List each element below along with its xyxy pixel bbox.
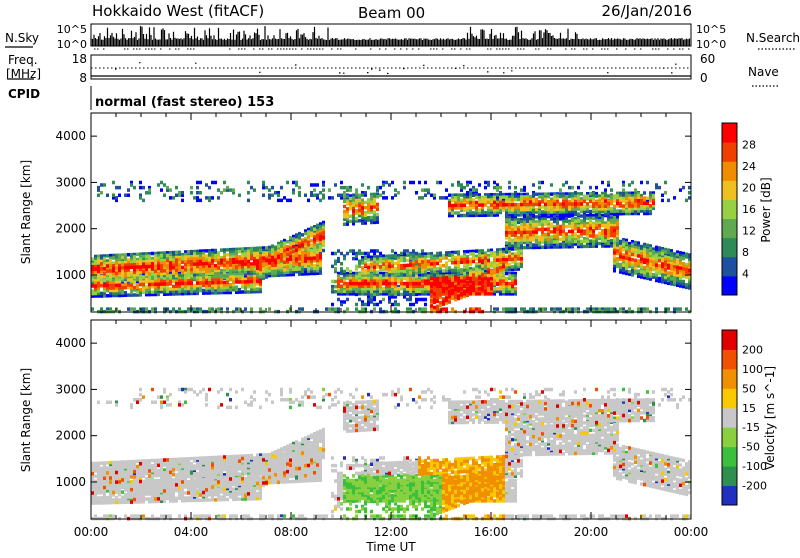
power-colorbar: 28 24 20 16 12 8 4 Power [dB] <box>721 122 773 296</box>
velocity-colorbar-swatch <box>722 388 737 409</box>
velocity-colorbar-swatch <box>722 407 737 428</box>
time-tick-label: 00:00 <box>74 525 109 539</box>
velocity-panel: 4000 3000 2000 1000 00:00 04:00 08:00 12:00 16:0… <box>19 319 709 554</box>
velocity-cells-5 <box>109 390 688 521</box>
nsky-label: N.Sky <box>5 31 39 45</box>
power-colorbar-swatch <box>722 275 737 296</box>
velocity-colorbar-tick: 15 <box>742 402 756 415</box>
freq-label: Freq. <box>8 53 38 67</box>
range-tick-label: 3000 <box>55 382 86 396</box>
range-tick-label: 2000 <box>55 429 86 443</box>
velocity-colorbar-swatch <box>722 368 737 389</box>
beam-label: Beam 00 <box>358 4 425 22</box>
range-tick-label: 4000 <box>55 129 86 143</box>
time-tick-label: 20:00 <box>574 525 609 539</box>
cpid-label: CPID <box>8 87 40 101</box>
velocity-colorbar-swatch <box>722 485 737 506</box>
power-ylabel: Slant Range [km] <box>19 160 33 264</box>
velocity-ylabel: Slant Range [km] <box>19 368 33 472</box>
velocity-colorbar-tick: -15 <box>742 421 760 434</box>
range-tick-label: 4000 <box>55 336 86 350</box>
velocity-colorbar-tick: 100 <box>742 363 763 376</box>
nave-series <box>115 62 677 75</box>
power-colorbar-swatch <box>722 161 737 181</box>
power-colorbar-label: Power [dB] <box>759 177 773 242</box>
power-panel: 4000 3000 2000 1000 Slant Range [km] <box>19 112 692 314</box>
velocity-colorbar-tick: -100 <box>742 460 767 473</box>
noise-right-tick-bottom: 10^0 <box>696 38 726 51</box>
power-colorbar-tick: 28 <box>742 139 756 152</box>
plot-title: Hokkaido West (fitACF) <box>92 2 264 20</box>
date-label: 26/Jan/2016 <box>602 2 693 20</box>
range-tick-label: 2000 <box>55 222 86 236</box>
power-colorbar-swatch <box>722 237 737 258</box>
velocity-colorbar-swatch <box>722 349 737 370</box>
noise-left-tick-top: 10^5 <box>57 23 87 36</box>
nave-tick-bottom: 0 <box>700 71 708 85</box>
velocity-colorbar-swatch <box>722 466 737 487</box>
range-tick-label: 1000 <box>55 475 86 489</box>
velocity-colorbar-tick: 50 <box>742 382 756 395</box>
velocity-cells-4 <box>91 387 691 521</box>
power-cells-1 <box>91 180 691 314</box>
range-tick-label: 1000 <box>55 268 86 282</box>
power-colorbar-swatch <box>722 199 737 220</box>
power-colorbar-tick: 12 <box>742 225 756 238</box>
time-tick-label: 00:00 <box>674 525 709 539</box>
time-xlabel: Time UT <box>365 540 416 554</box>
velocity-colorbar-label: Velocity [m s^-1] <box>763 366 777 470</box>
power-colorbar-tick: 16 <box>742 203 756 216</box>
time-tick-label: 04:00 <box>174 525 209 539</box>
power-colorbar-swatch <box>722 218 737 239</box>
power-colorbar-tick: 24 <box>742 160 756 173</box>
power-cells-4 <box>91 193 691 296</box>
velocity-colorbar-tick: -50 <box>742 441 760 454</box>
velocity-colorbar-swatch <box>722 446 737 467</box>
nave-tick-top: 60 <box>700 52 715 66</box>
noise-sky-series <box>90 26 691 46</box>
power-colorbar-swatch <box>722 180 737 200</box>
time-tick-label: 16:00 <box>474 525 509 539</box>
noise-left-tick-bottom: 10^0 <box>57 38 87 51</box>
time-tick-label: 08:00 <box>274 525 309 539</box>
freq-tick-top: 18 <box>72 52 87 66</box>
velocity-colorbar-tick: -200 <box>742 480 767 493</box>
power-colorbar-swatch <box>722 256 737 277</box>
power-colorbar-tick: 8 <box>742 246 749 259</box>
velocity-colorbar-swatch <box>722 427 737 448</box>
velocity-colorbar: 200 100 50 15 -15 -50 -100 -200 Velocity [m s^-… <box>721 329 777 506</box>
nsearch-label: N.Search <box>746 31 800 45</box>
power-colorbar-tick: 4 <box>742 268 749 281</box>
power-cells-6 <box>91 196 691 314</box>
velocity-colorbar-swatch <box>722 330 737 350</box>
cpid-mode: normal (fast stereo) 153 <box>95 95 274 110</box>
frequency-panel: Freq. [MHz] 18 8 60 0 Nave <box>6 52 780 87</box>
nave-label: Nave <box>748 65 779 79</box>
cpid-panel: CPID normal (fast stereo) 153 <box>8 86 274 110</box>
power-colorbar-tick: 20 <box>742 182 756 195</box>
noise-panel: N.Sky 10^5 10^0 10^5 10^0 N.Search <box>5 23 800 51</box>
power-colorbar-swatch <box>722 123 737 143</box>
noise-right-tick-top: 10^5 <box>696 23 726 36</box>
freq-tick-bottom: 8 <box>79 71 87 85</box>
time-tick-label: 12:00 <box>374 525 409 539</box>
range-tick-label: 3000 <box>55 175 86 189</box>
mhz-label: [MHz] <box>6 67 41 81</box>
velocity-colorbar-tick: 200 <box>742 343 763 356</box>
power-colorbar-swatch <box>722 142 737 162</box>
